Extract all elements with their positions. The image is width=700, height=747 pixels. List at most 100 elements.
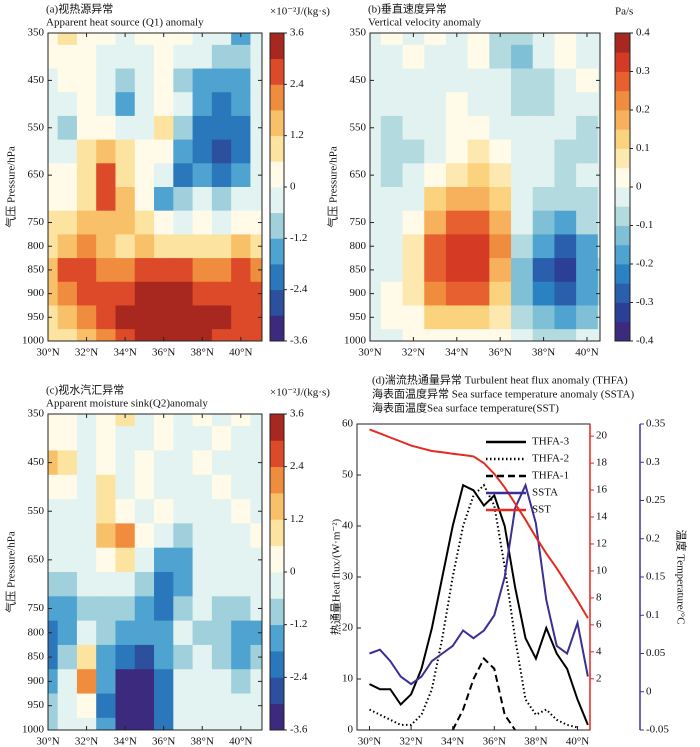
cell [96,414,117,427]
cell [154,163,174,188]
y-tick-label: 900 [28,675,45,687]
panel-subtitle: Vertical velocity anomaly [368,17,482,29]
colorbar-segment [615,264,630,284]
cell [154,187,174,212]
cell [489,210,512,235]
y2-tick-label: 0.05 [646,647,666,659]
cell [76,187,97,212]
y2-tick-label: 0 [646,685,652,697]
y3-tick-label: 16 [596,484,608,496]
cell [489,234,512,259]
cell [511,187,534,212]
colorbar-tick-label: 1.2 [290,513,304,525]
cell [424,281,447,307]
cell [192,68,213,93]
cell [511,281,534,307]
y-tick-label: 50 [342,469,354,481]
cell [211,234,232,259]
cell [250,234,262,259]
cell [115,596,136,622]
colorbar-tick-label: -3.6 [290,335,308,347]
cell [48,717,59,730]
cell [424,187,447,212]
cell [597,44,600,70]
y-tick-label: 800 [28,240,45,252]
x-tick-label: 36°N [152,736,175,747]
cell [211,187,232,212]
cell [402,234,425,259]
cell [211,644,232,670]
y3-tick-label: 4 [596,645,602,657]
cell [96,305,117,330]
cell [554,305,577,330]
cell [445,258,469,283]
cell [154,258,174,283]
cell [489,305,512,330]
cell [231,620,252,646]
cell [134,414,155,427]
cell [467,33,490,46]
cell [489,329,512,341]
cell [467,92,490,117]
cell [134,33,155,46]
colorbar-tick-label: -0.4 [636,335,654,347]
cell [192,596,213,622]
cell [173,547,194,573]
cell [402,187,425,212]
cell [76,115,97,141]
cell [134,620,155,646]
cell [115,163,136,188]
cell [76,329,97,341]
cell [48,33,59,46]
colorbar-tick-label: 0.2 [636,104,650,116]
cell [489,44,512,70]
cell [576,210,599,235]
series-line [369,482,589,686]
cell [532,44,556,70]
colorbar-tick-label: -0.2 [636,258,653,270]
cell [154,499,174,524]
y-tick-label: 350 [28,27,45,39]
y3-tick-label: 12 [596,538,607,550]
cell [96,450,117,476]
colorbar-segment [270,440,284,468]
cell [57,426,78,452]
cell [173,644,194,670]
colorbar-segment [270,84,284,111]
cell [48,281,59,307]
cell [96,426,117,452]
cell [57,33,78,46]
cell [231,414,252,427]
cell [554,210,577,235]
cell [380,281,404,307]
y-tick-label: 800 [350,240,367,252]
cell [154,572,174,597]
cell [380,139,404,164]
cell [154,33,174,46]
cell [211,717,232,730]
y2-tick-label: 0.35 [646,418,666,430]
cell [173,305,194,330]
cell [211,572,232,597]
colorbar-tick-label: 0 [290,181,296,193]
cell [445,92,469,117]
cell [402,329,425,341]
panel-title: (d)湍流热通量异常 Turbulent heat flux anomaly (… [372,373,628,387]
cell [554,139,577,164]
cell [76,717,97,730]
cell [211,115,232,141]
y-axis-label: 气压 Pressure/hPa [4,146,18,228]
y-tick-label: 950 [350,311,367,323]
cell [211,693,232,719]
cell [250,115,262,141]
cell [48,68,59,93]
cell [115,426,136,452]
cell [154,414,174,427]
cell [511,115,534,141]
cell [57,450,78,476]
cell [467,281,490,307]
plot-frame [47,32,263,342]
cell [532,139,556,164]
cell [154,474,174,500]
